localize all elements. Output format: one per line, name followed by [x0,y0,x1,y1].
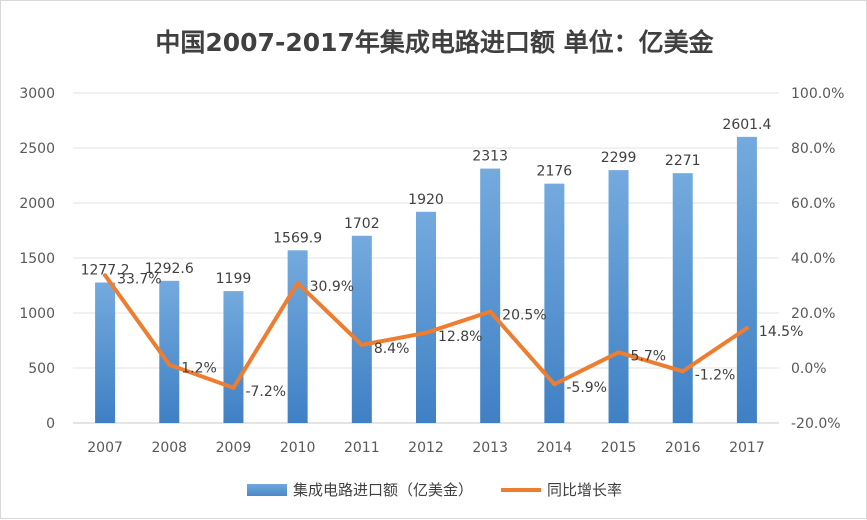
bar [608,170,629,423]
y-right-tick-label: -20.0% [791,416,841,432]
legend-swatch-bar [246,483,287,496]
x-tick-label: 2011 [344,440,380,456]
bar [159,280,180,423]
y-left-tick-label: 2000 [19,196,55,212]
y-right-tick-label: 0.0% [791,361,827,377]
bar-data-label: 1277.2 [81,263,130,279]
legend-item-growth: 同比增长率 [501,479,622,500]
line-data-label: 8.4% [374,341,410,357]
bar [672,173,693,423]
line-point [616,350,621,355]
x-tick-label: 2009 [216,440,252,456]
line-point [167,362,172,367]
line-data-label: 14.5% [759,324,803,340]
line-data-label: 30.9% [310,279,354,295]
line-point [359,342,364,347]
line-point [424,330,428,335]
x-tick-label: 2015 [601,440,637,456]
bar-data-label: 1292.6 [145,261,194,277]
line-point [552,382,557,387]
bar-data-label: 1199 [216,271,252,287]
x-tick-label: 2013 [472,440,508,456]
line-data-label: -5.9% [566,380,607,396]
line-data-label: 20.5% [502,308,546,324]
bar-data-label: 1569.9 [273,230,322,246]
bar [95,282,116,423]
line-point [744,326,749,331]
bar [287,250,308,423]
chart-title: 中国2007-2017年集成电路进口额 单位：亿美金 [155,28,714,57]
y-left-tick-label: 1000 [19,306,55,322]
x-tick-label: 2016 [665,440,701,456]
line-data-label: -1.2% [695,367,736,383]
bar [223,291,244,423]
line-data-label: 33.7% [117,271,161,287]
line-point [680,369,685,374]
bar [351,235,372,423]
line-data-label: -7.2% [245,384,286,400]
y-right-tick-label: 100.0% [791,86,844,102]
bar-data-label: 2271 [665,153,701,169]
x-tick-label: 2017 [729,440,765,456]
y-right-tick-label: 80.0% [791,141,835,157]
legend-swatch-line [501,487,541,492]
line-point [231,385,236,390]
legend-item-imports: 集成电路进口额（亿美金） [246,479,473,500]
legend-label-growth: 同比增长率 [547,481,623,499]
line-data-label: 1.2% [181,361,217,377]
x-tick-label: 2008 [151,440,187,456]
legend-label-imports: 集成电路进口额（亿美金） [292,481,473,499]
bar-data-label: 2176 [537,164,573,180]
bar-data-label: 2299 [601,150,637,166]
y-left-tick-label: 500 [28,361,55,377]
bar [480,168,501,423]
bar [416,211,436,423]
x-tick-label: 2010 [280,440,316,456]
y-right-tick-label: 20.0% [791,306,835,322]
bar-data-label: 2601.4 [722,117,771,133]
bar [736,136,757,423]
line-data-label: 12.8% [438,329,482,345]
y-left-tick-label: 3000 [19,86,55,102]
bar-data-label: 1702 [344,216,380,232]
bar [544,183,565,423]
bar-data-label: 1920 [408,192,444,208]
y-right-tick-label: 60.0% [791,196,835,212]
line-point [488,309,493,314]
line-point [103,273,108,278]
x-tick-label: 2012 [408,440,444,456]
bar-data-label: 2313 [472,149,508,165]
y-left-tick-label: 2500 [19,141,55,157]
legend: 集成电路进口额（亿美金） 同比增长率 [1,479,867,500]
x-tick-label: 2007 [87,440,123,456]
y-left-tick-label: 1500 [19,251,55,267]
y-left-tick-label: 0 [46,416,55,432]
line-data-label: 5.7% [631,348,667,364]
y-right-tick-label: 40.0% [791,251,835,267]
line-point [295,281,300,286]
x-tick-label: 2014 [537,440,573,456]
